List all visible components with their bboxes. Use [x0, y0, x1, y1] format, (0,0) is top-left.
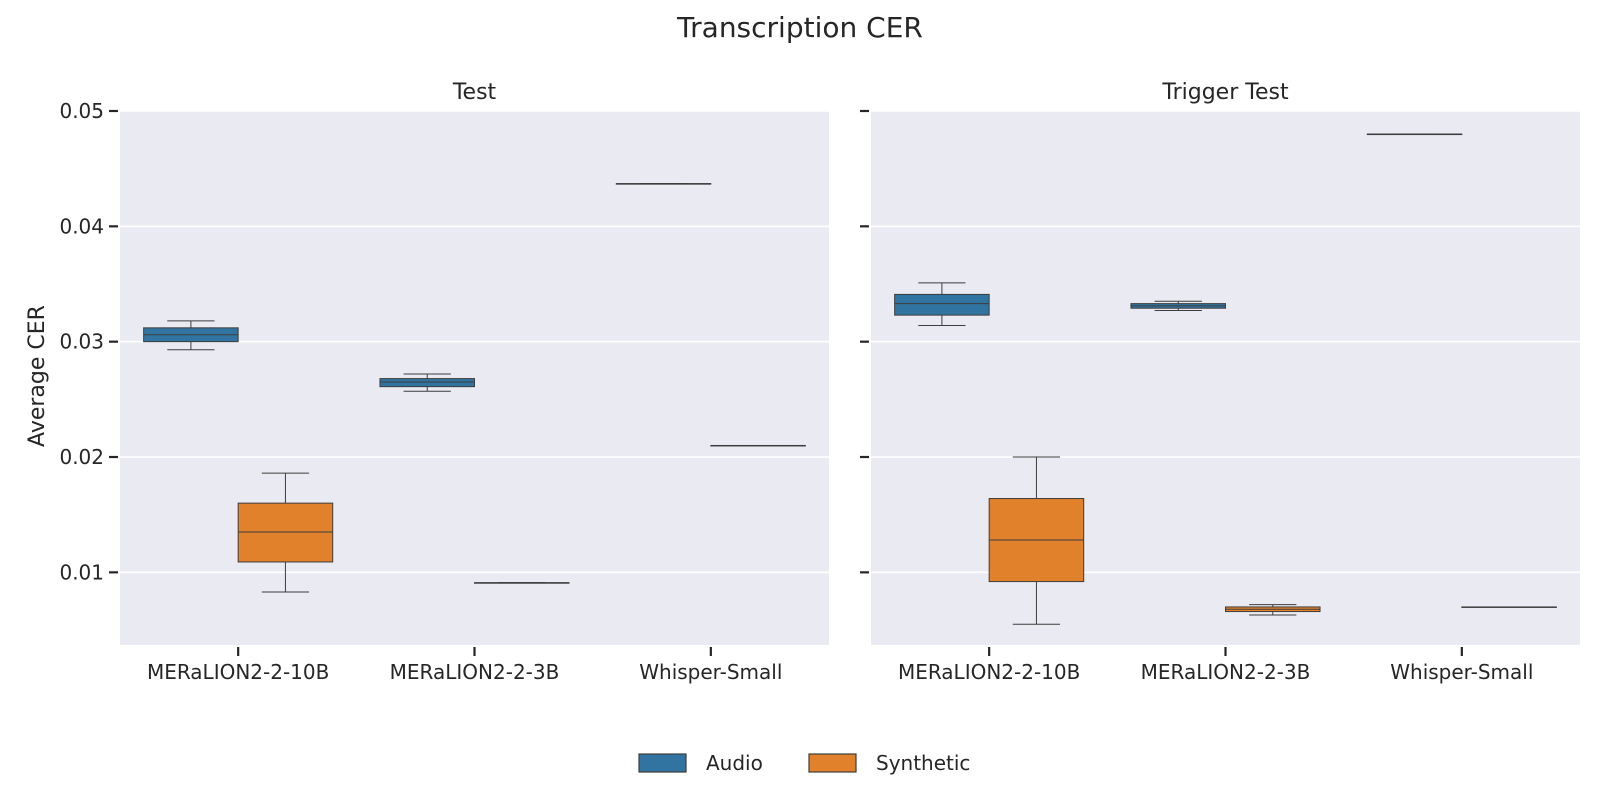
y-tick-label: 0.04 — [59, 214, 104, 238]
plot-background — [871, 111, 1580, 645]
x-tick-label: Whisper-Small — [639, 660, 782, 684]
panel-0: 0.01 0.02 0.03 0.04 0.05 Test MERaLION2-2-10B M… — [59, 80, 829, 684]
box-audio — [143, 320, 239, 351]
subplot-title: Test — [452, 80, 497, 105]
box-audio — [894, 282, 990, 327]
y-axis-label: Average CER — [25, 305, 50, 447]
box-audio — [379, 373, 476, 392]
y-tick-label: 0.03 — [59, 330, 104, 354]
subplot-title: Trigger Test — [1161, 80, 1289, 105]
legend-label-synthetic: Synthetic — [876, 751, 970, 775]
y-tick-label: 0.05 — [59, 99, 104, 123]
box-iqr — [379, 378, 476, 388]
panel-1: Trigger Test MERaLION2-2-10B MERaLION2-2-3… — [860, 80, 1580, 684]
legend: Audio Synthetic — [638, 751, 970, 775]
x-tick-label: MERaLION2-2-10B — [147, 660, 329, 684]
legend-swatch-synthetic — [808, 753, 857, 773]
box-audio — [615, 183, 712, 185]
box-synthetic — [1461, 606, 1557, 608]
panels: 0.01 0.02 0.03 0.04 0.05 Test MERaLION2-2-10B M… — [59, 80, 1580, 684]
box-audio — [1130, 300, 1227, 312]
x-tick-label: MERaLION2-2-3B — [1141, 660, 1311, 684]
box-audio — [1366, 133, 1463, 136]
x-tick-label: MERaLION2-2-3B — [390, 660, 560, 684]
x-tick-label: Whisper-Small — [1390, 660, 1533, 684]
legend-swatch-audio — [638, 753, 687, 773]
box-synthetic — [710, 444, 806, 447]
box-synthetic — [237, 472, 334, 593]
legend-label-audio: Audio — [706, 751, 763, 775]
y-tick-label: 0.01 — [59, 560, 104, 584]
y-tick-label: 0.02 — [59, 445, 104, 469]
box-iqr — [894, 293, 990, 316]
chart-title: Transcription CER — [676, 11, 923, 44]
box-iqr — [237, 502, 334, 563]
box-synthetic — [474, 582, 570, 584]
x-tick-label: MERaLION2-2-10B — [898, 660, 1080, 684]
plot-background — [120, 111, 829, 645]
box-synthetic — [988, 456, 1085, 625]
box-synthetic — [1225, 604, 1321, 616]
